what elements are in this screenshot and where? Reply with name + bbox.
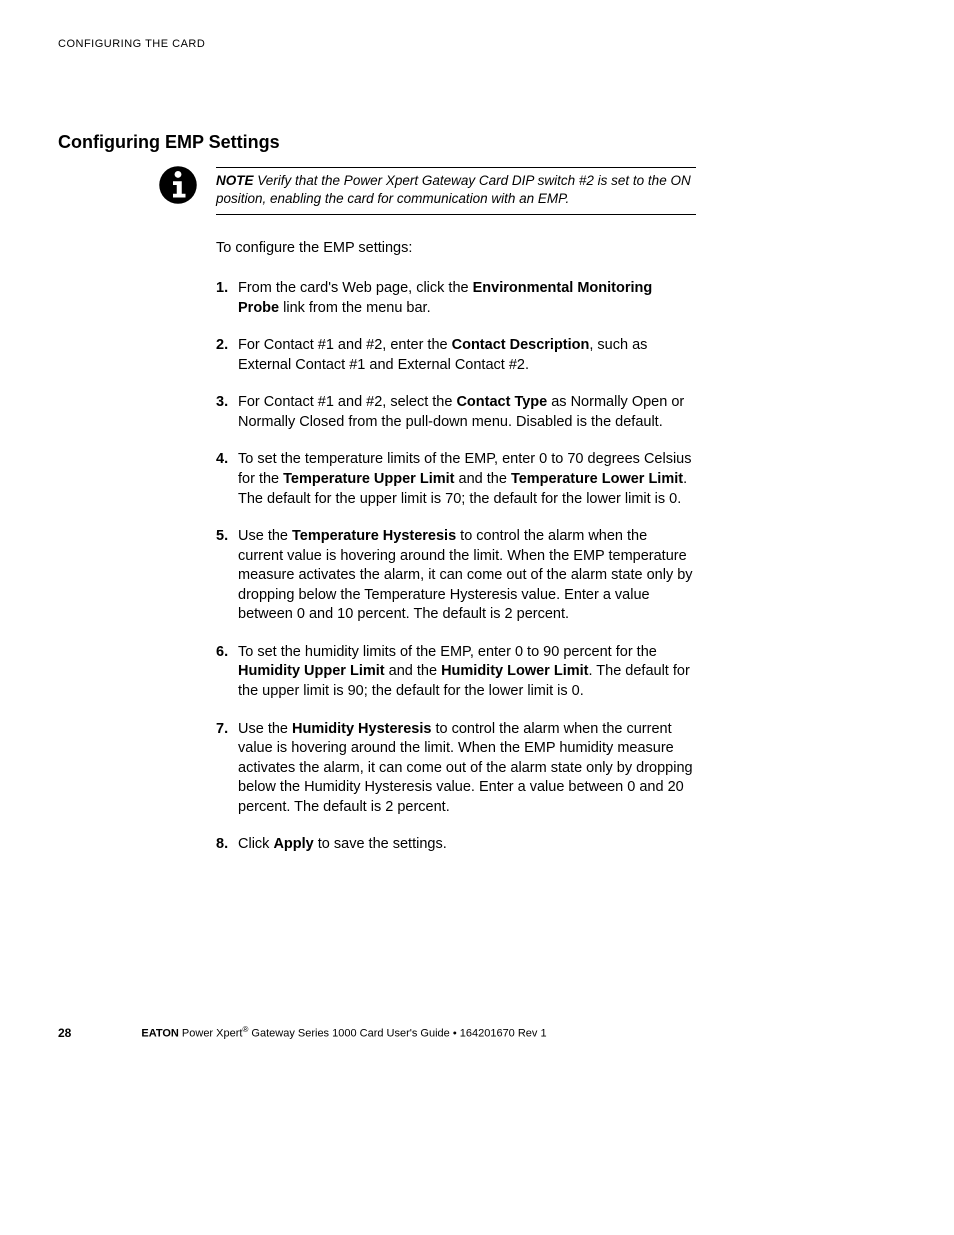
intro-text: To configure the EMP settings: — [216, 239, 696, 259]
bold-term: Humidity Upper Limit — [238, 663, 385, 679]
page-number: 28 — [58, 1026, 71, 1040]
step-item: 1.From the card's Web page, click the En… — [216, 279, 696, 318]
info-icon — [158, 165, 198, 210]
bold-term: Contact Type — [456, 394, 547, 410]
step-number: 6. — [216, 643, 238, 702]
step-item: 8.Click Apply to save the settings. — [216, 835, 696, 855]
steps-list: 1.From the card's Web page, click the En… — [216, 279, 696, 855]
step-fragment: and the — [455, 471, 511, 487]
step-fragment: to save the settings. — [314, 836, 447, 852]
step-item: 4.To set the temperature limits of the E… — [216, 450, 696, 509]
footer-product1: Power Xpert — [179, 1028, 243, 1040]
footer-product2: Gateway Series 1000 Card User's Guide • … — [248, 1028, 546, 1040]
bold-term: Temperature Upper Limit — [283, 471, 454, 487]
section-title: Configuring EMP Settings — [58, 132, 896, 153]
bold-term: Humidity Hysteresis — [292, 721, 431, 737]
step-fragment: Click — [238, 836, 273, 852]
step-number: 2. — [216, 336, 238, 375]
body-block: To configure the EMP settings: 1.From th… — [216, 239, 696, 855]
step-fragment: For Contact #1 and #2, select the — [238, 394, 456, 410]
note-text: Verify that the Power Xpert Gateway Card… — [216, 173, 691, 206]
note-row: NOTE Verify that the Power Xpert Gateway… — [158, 167, 696, 215]
step-item: 2.For Contact #1 and #2, enter the Conta… — [216, 336, 696, 375]
bold-term: Apply — [273, 836, 313, 852]
step-text: To set the humidity limits of the EMP, e… — [238, 643, 696, 702]
step-text: For Contact #1 and #2, enter the Contact… — [238, 336, 696, 375]
step-text: Use the Temperature Hysteresis to contro… — [238, 527, 696, 625]
step-text: To set the temperature limits of the EMP… — [238, 450, 696, 509]
step-fragment: link from the menu bar. — [279, 300, 431, 316]
step-number: 4. — [216, 450, 238, 509]
step-number: 5. — [216, 527, 238, 625]
step-fragment: For Contact #1 and #2, enter the — [238, 337, 452, 353]
note-box: NOTE Verify that the Power Xpert Gateway… — [216, 167, 696, 215]
step-number: 1. — [216, 279, 238, 318]
step-text: From the card's Web page, click the Envi… — [238, 279, 696, 318]
step-number: 8. — [216, 835, 238, 855]
step-fragment: Use the — [238, 721, 292, 737]
page: CONFIGURING THE CARD Configuring EMP Set… — [0, 0, 954, 1235]
step-item: 3.For Contact #1 and #2, select the Cont… — [216, 393, 696, 432]
step-item: 5.Use the Temperature Hysteresis to cont… — [216, 527, 696, 625]
step-item: 6.To set the humidity limits of the EMP,… — [216, 643, 696, 702]
step-text: Click Apply to save the settings. — [238, 835, 696, 855]
bold-term: Humidity Lower Limit — [441, 663, 588, 679]
footer-brand: EATON — [141, 1028, 179, 1040]
bold-term: Contact Description — [452, 337, 590, 353]
step-text: For Contact #1 and #2, select the Contac… — [238, 393, 696, 432]
step-item: 7.Use the Humidity Hysteresis to control… — [216, 720, 696, 818]
step-text: Use the Humidity Hysteresis to control t… — [238, 720, 696, 818]
step-fragment: and the — [385, 663, 441, 679]
bold-term: Temperature Hysteresis — [292, 528, 456, 544]
step-fragment: Use the — [238, 528, 292, 544]
running-head: CONFIGURING THE CARD — [58, 38, 896, 50]
step-number: 3. — [216, 393, 238, 432]
note-label: NOTE — [216, 173, 254, 188]
step-number: 7. — [216, 720, 238, 818]
page-footer: 28EATON Power Xpert® Gateway Series 1000… — [58, 1025, 547, 1040]
step-fragment: To set the humidity limits of the EMP, e… — [238, 644, 657, 660]
bold-term: Temperature Lower Limit — [511, 471, 683, 487]
step-fragment: From the card's Web page, click the — [238, 280, 473, 296]
